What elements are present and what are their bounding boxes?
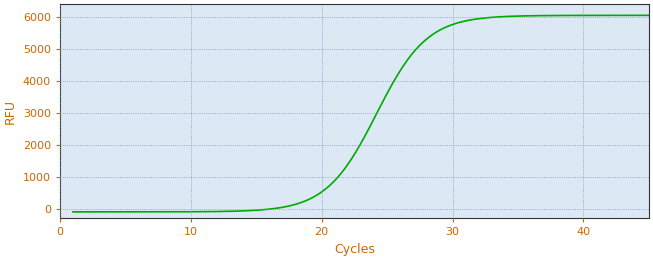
- Y-axis label: RFU: RFU: [4, 99, 17, 124]
- X-axis label: Cycles: Cycles: [334, 243, 375, 256]
